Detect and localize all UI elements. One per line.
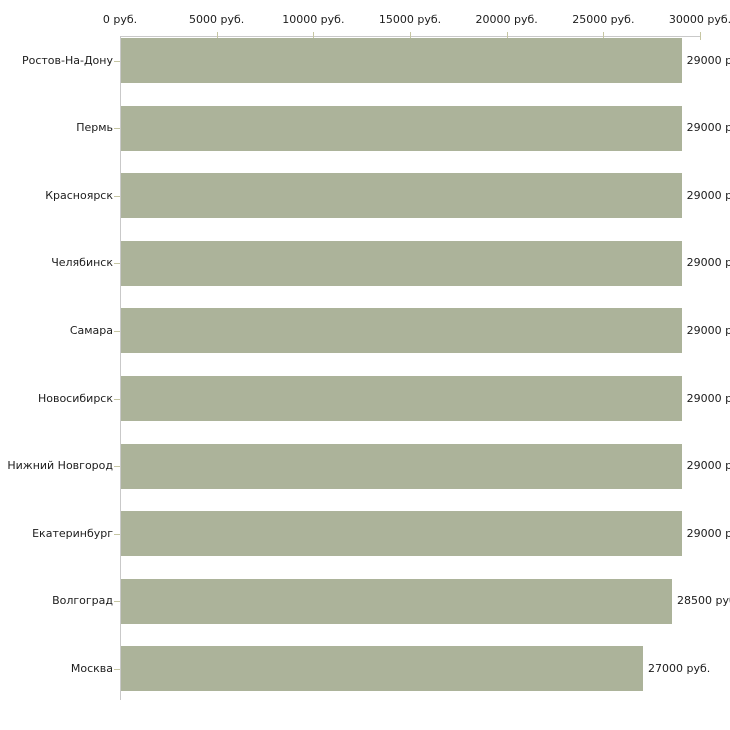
x-tick-mark [700, 32, 701, 40]
bar [121, 105, 682, 151]
value-label: 27000 руб. [648, 661, 711, 675]
category-label: Челябинск [51, 256, 113, 270]
x-tick-label: 20000 руб. [475, 13, 538, 26]
x-tick-label: 0 руб. [102, 13, 138, 26]
y-tick-mark [114, 398, 120, 400]
y-tick-mark [114, 533, 120, 535]
y-tick-mark [114, 330, 120, 332]
y-tick-mark [114, 263, 120, 265]
x-tick-mark [506, 32, 508, 40]
value-label: 29000 руб. [686, 121, 730, 135]
y-tick-mark [114, 466, 120, 468]
category-label: Самара [69, 323, 113, 337]
value-label: 29000 руб. [686, 323, 730, 337]
bar [121, 308, 682, 354]
category-label: Москва [70, 661, 113, 675]
bar [121, 578, 672, 624]
bar [121, 173, 682, 219]
bar [121, 511, 682, 557]
value-label: 29000 руб. [686, 459, 730, 473]
category-label: Красноярск [45, 188, 113, 202]
value-label: 29000 руб. [686, 256, 730, 270]
y-axis-line [120, 36, 121, 700]
x-tick-label: 30000 руб. [668, 13, 730, 26]
x-tick-mark [603, 32, 605, 40]
y-tick-mark [114, 668, 120, 670]
y-tick-mark [114, 60, 120, 62]
x-tick-mark [216, 32, 218, 40]
category-label: Пермь [76, 121, 113, 135]
x-tick-mark [410, 32, 411, 40]
category-label: Ростов-На-Дону [21, 53, 113, 67]
bar [121, 38, 682, 83]
x-tick-label: 10000 руб. [282, 13, 345, 26]
category-label: Волгоград [52, 594, 113, 608]
x-tick-label: 25000 руб. [572, 13, 635, 26]
bar [121, 443, 682, 489]
value-label: 28500 руб. [677, 594, 730, 608]
x-tick-label: 15000 руб. [378, 13, 442, 26]
value-label: 29000 руб. [686, 188, 730, 202]
value-label: 29000 руб. [686, 391, 730, 405]
category-label: Екатеринбург [32, 526, 113, 540]
bar [121, 376, 682, 421]
category-label: Нижний Новгород [7, 459, 113, 473]
category-label: Новосибирск [37, 391, 113, 405]
y-tick-mark [114, 601, 120, 603]
x-tick-mark [313, 32, 315, 40]
value-label: 29000 руб. [686, 526, 730, 540]
bar [121, 240, 682, 286]
bar [121, 646, 643, 692]
y-tick-mark [114, 128, 120, 130]
y-tick-mark [114, 195, 120, 197]
x-tick-label: 5000 руб. [189, 13, 245, 26]
value-label: 29000 руб. [686, 53, 730, 67]
